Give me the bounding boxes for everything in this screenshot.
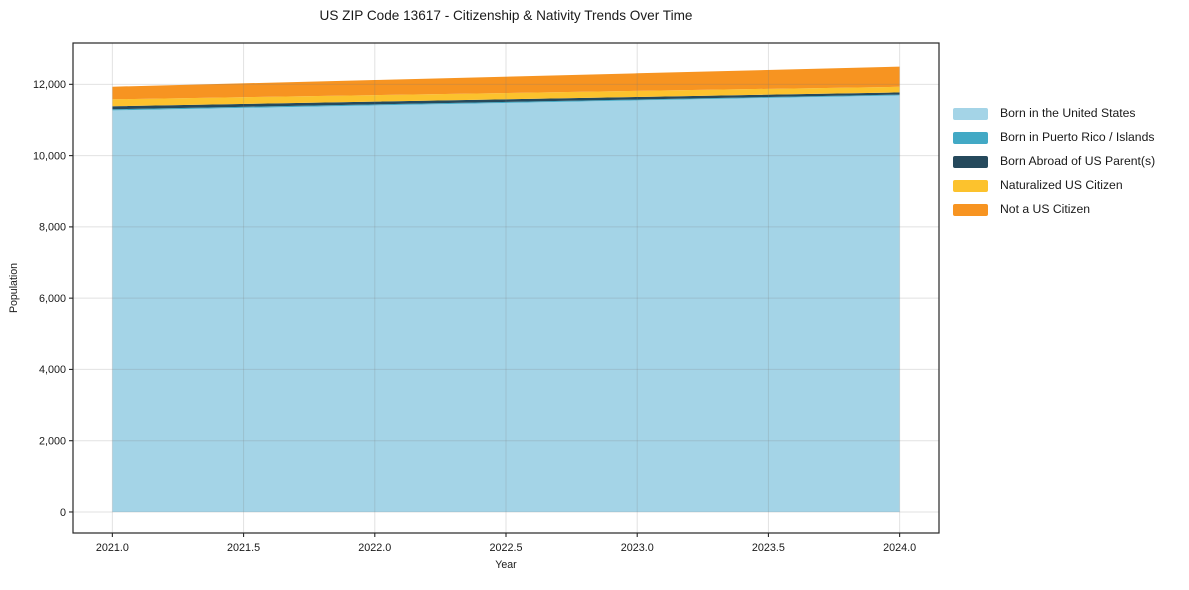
legend-label: Born in the United States <box>1000 106 1136 120</box>
legend-label: Born Abroad of US Parent(s) <box>1000 154 1156 168</box>
x-tick-label: 2023.5 <box>752 542 785 554</box>
legend-item-born-us: Born in the United States <box>953 107 1155 120</box>
legend-swatch-not-citizen <box>953 203 988 216</box>
y-tick-label: 2,000 <box>39 436 66 448</box>
x-tick-label: 2023.0 <box>621 542 654 554</box>
legend-item-naturalized: Naturalized US Citizen <box>953 179 1155 192</box>
x-tick-label: 2022.5 <box>489 542 522 554</box>
y-tick-label: 0 <box>60 507 66 519</box>
area-series-0 <box>112 95 900 513</box>
y-tick-label: 8,000 <box>39 222 66 234</box>
area-series-2 <box>112 92 900 110</box>
legend-swatch-puerto-rico <box>953 131 988 144</box>
y-tick-label: 6,000 <box>39 293 66 305</box>
legend-label: Not a US Citizen <box>1000 202 1091 216</box>
legend-item-puerto-rico: Born in Puerto Rico / Islands <box>953 131 1155 144</box>
y-tick-label: 12,000 <box>33 79 66 91</box>
legend: Born in the United States Born in Puerto… <box>953 107 1155 227</box>
x-tick-label: 2021.0 <box>96 542 129 554</box>
y-tick-label: 10,000 <box>33 150 66 162</box>
y-tick-label: 4,000 <box>39 364 66 376</box>
legend-label: Naturalized US Citizen <box>1000 178 1123 192</box>
x-axis-label: Year <box>495 559 517 571</box>
area-series-4 <box>112 66 900 100</box>
area-series-1 <box>112 94 900 111</box>
legend-item-born-abroad: Born Abroad of US Parent(s) <box>953 155 1155 168</box>
x-tick-label: 2022.0 <box>358 542 391 554</box>
legend-label: Born in Puerto Rico / Islands <box>1000 130 1155 144</box>
legend-item-not-citizen: Not a US Citizen <box>953 203 1155 216</box>
x-tick-label: 2024.0 <box>883 542 916 554</box>
x-tick-label: 2021.5 <box>227 542 260 554</box>
legend-swatch-born-abroad <box>953 155 988 168</box>
legend-swatch-born-us <box>953 107 988 120</box>
chart-title: US ZIP Code 13617 - Citizenship & Nativi… <box>319 8 693 23</box>
plot-area: 2021.0 2021.5 2022.0 2022.5 2023.0 2023.5 2024… <box>33 42 940 554</box>
legend-swatch-naturalized <box>953 179 988 192</box>
area-series-3 <box>112 86 900 107</box>
